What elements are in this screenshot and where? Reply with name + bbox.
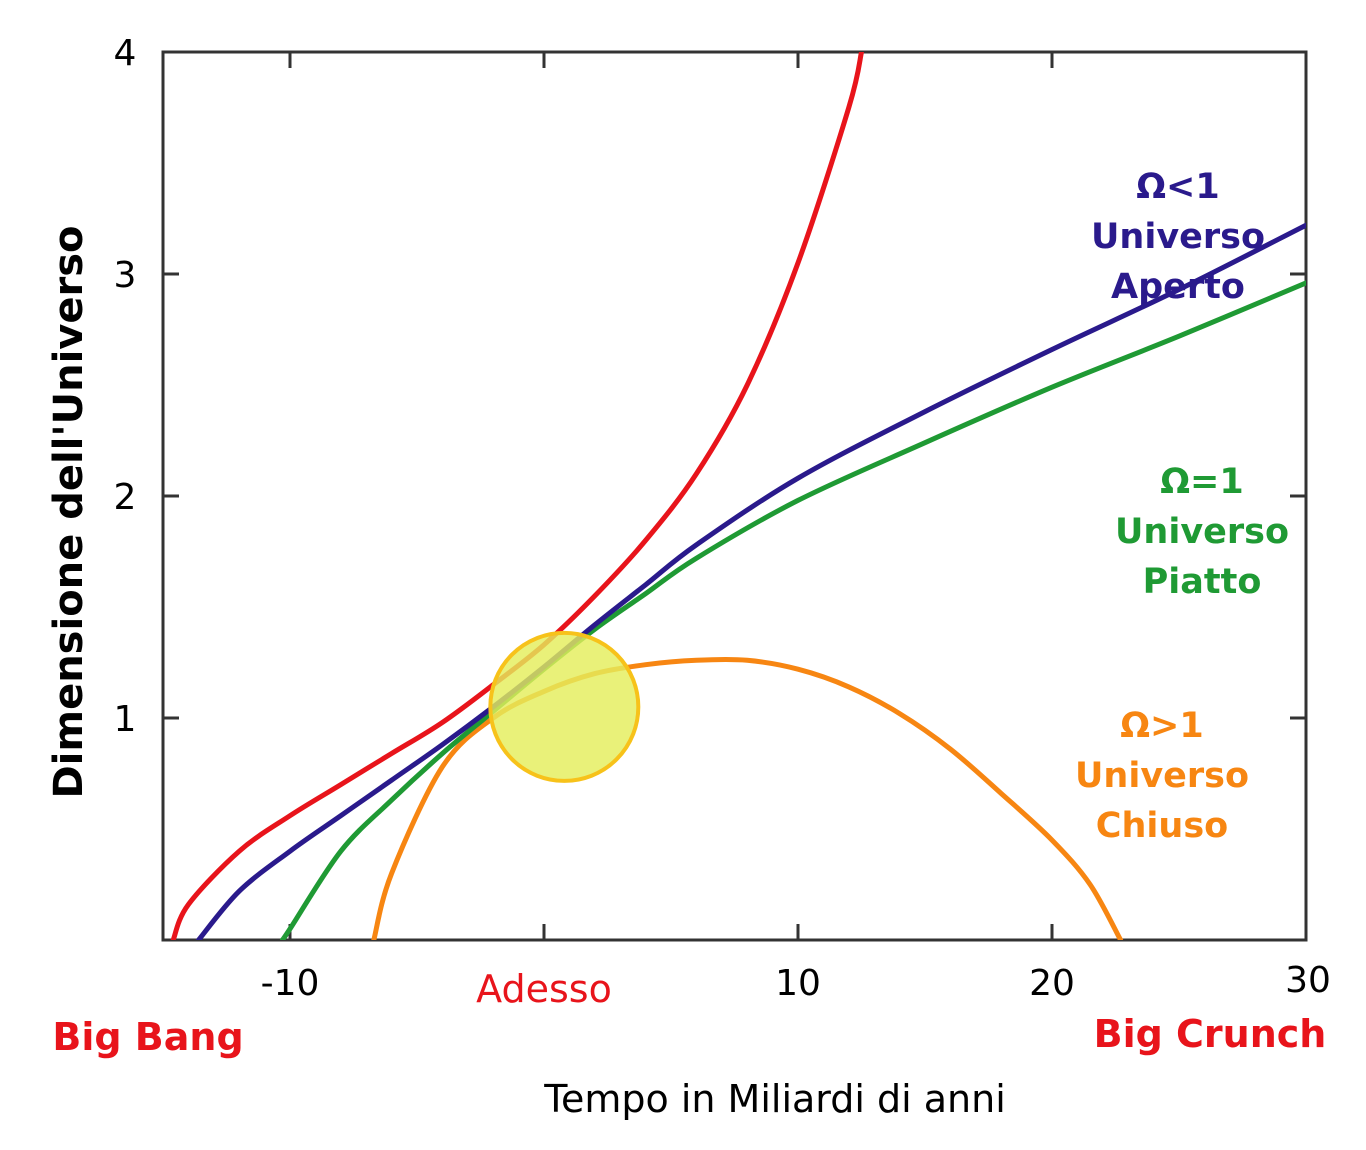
open-universe-label-line: Ω<1 bbox=[1136, 167, 1219, 207]
series-labels: Ω<1 Universo Aperto Ω=1 Universo Piatto Ω>1 Uni… bbox=[1075, 167, 1289, 846]
axis-tick-labels: -10 Adesso 10 20 30 1 2 3 4 bbox=[114, 33, 1331, 1011]
now-marker bbox=[488, 630, 641, 783]
flat-universe-label-line: Piatto bbox=[1143, 562, 1262, 602]
flat-universe-label-line: Ω=1 bbox=[1160, 462, 1243, 502]
y-tick-label: 3 bbox=[114, 255, 137, 296]
series-line-closed bbox=[371, 656, 1124, 940]
closed-universe-label-line: Ω>1 bbox=[1120, 706, 1203, 746]
series-line-open bbox=[196, 222, 1306, 940]
axis-ticks bbox=[163, 50, 1308, 940]
open-universe-label-line: Aperto bbox=[1111, 267, 1245, 307]
big-bang-annotation: Big Bang bbox=[52, 1015, 243, 1059]
y-tick-label: 1 bbox=[114, 699, 137, 740]
x-tick-label: 30 bbox=[1285, 960, 1331, 1001]
series-line-red bbox=[170, 52, 864, 940]
closed-universe-label-line: Chiuso bbox=[1096, 806, 1228, 846]
x-tick-label: -10 bbox=[261, 963, 320, 1004]
y-tick-label: 2 bbox=[114, 477, 137, 518]
closed-universe-label-line: Universo bbox=[1075, 756, 1249, 796]
now-marker-group bbox=[488, 630, 641, 783]
series-line-flat bbox=[279, 280, 1306, 940]
x-tick-label-now: Adesso bbox=[476, 967, 612, 1011]
x-tick-label: 20 bbox=[1029, 963, 1075, 1004]
big-crunch-annotation: Big Crunch bbox=[1094, 1012, 1327, 1056]
y-axis-label: Dimensione dell'Universo bbox=[46, 225, 92, 798]
x-axis-label: Tempo in Miliardi di anni bbox=[543, 1077, 1006, 1121]
flat-universe-label-line: Universo bbox=[1115, 512, 1289, 552]
open-universe-label-line: Universo bbox=[1091, 217, 1265, 257]
y-tick-label: 4 bbox=[114, 33, 137, 74]
x-tick-label: 10 bbox=[775, 963, 821, 1004]
